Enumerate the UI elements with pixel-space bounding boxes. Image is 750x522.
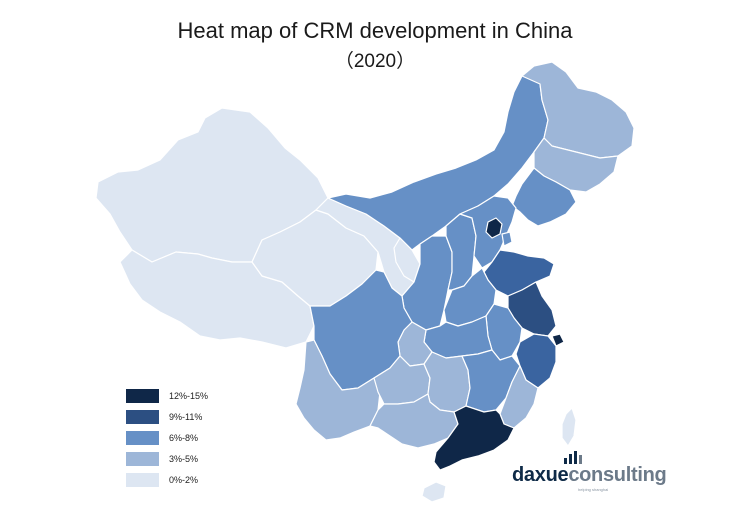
region-guangdong bbox=[433, 405, 515, 471]
logo-tagline: helping shanghai bbox=[578, 487, 609, 492]
map-subtitle: （2020） bbox=[334, 51, 416, 72]
region-shanghai bbox=[551, 333, 565, 347]
region-taiwan bbox=[561, 407, 577, 447]
legend-swatch bbox=[126, 409, 159, 424]
legend-swatch bbox=[126, 451, 159, 466]
region-zhejiang bbox=[515, 333, 557, 389]
region-tianjin bbox=[501, 231, 513, 247]
legend-label: 6%-8% bbox=[169, 432, 199, 443]
logo-part-daxue: daxue bbox=[512, 464, 569, 486]
legend-swatch bbox=[126, 388, 159, 403]
legend-label: 9%-11% bbox=[169, 411, 203, 422]
bar-chart-icon bbox=[564, 451, 582, 464]
legend-swatch bbox=[126, 472, 159, 487]
legend-item: 12%-15% bbox=[126, 385, 208, 406]
region-heilongjiang bbox=[521, 61, 635, 159]
legend-item: 0%-2% bbox=[126, 469, 208, 490]
region-liaoning bbox=[511, 167, 577, 227]
region-hainan bbox=[421, 481, 447, 503]
legend-label: 3%-5% bbox=[169, 453, 199, 464]
legend-item: 3%-5% bbox=[126, 448, 208, 469]
map-title: Heat map of CRM development in China bbox=[177, 18, 573, 43]
region-fujian bbox=[499, 365, 539, 429]
logo-part-consulting: consulting bbox=[568, 464, 667, 486]
region-beijing bbox=[485, 217, 503, 239]
legend-item: 9%-11% bbox=[126, 406, 208, 427]
legend-swatch bbox=[126, 430, 159, 445]
logo-wordmark: daxueconsulting bbox=[512, 464, 667, 487]
region-qinghai bbox=[251, 209, 379, 307]
legend-item: 6%-8% bbox=[126, 427, 208, 448]
daxue-consulting-logo: daxueconsulting helping shanghai bbox=[512, 450, 672, 492]
legend-label: 12%-15% bbox=[169, 390, 209, 401]
legend-label: 0%-2% bbox=[169, 474, 199, 485]
region-ningxia bbox=[393, 237, 421, 283]
legend: 12%-15% 9%-11% 6%-8% 3%-5% 0%-2% bbox=[126, 385, 208, 490]
